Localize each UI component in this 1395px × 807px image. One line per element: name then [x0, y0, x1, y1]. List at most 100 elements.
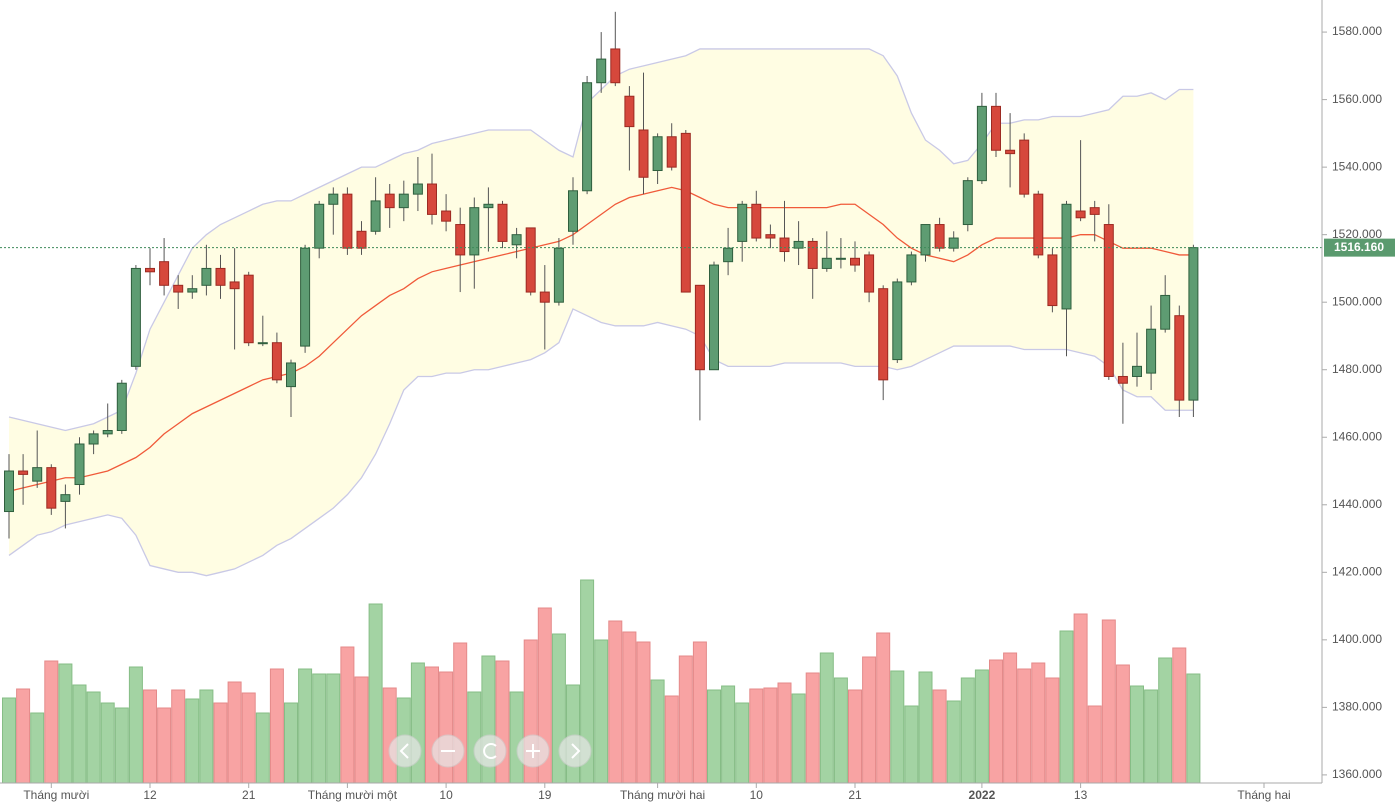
x-tick-label: Tháng mười một — [308, 788, 398, 802]
candle-body — [596, 58, 607, 84]
candle-body — [1019, 139, 1030, 195]
candle-body — [32, 467, 43, 482]
volume-bar — [805, 672, 820, 784]
volume-bar — [1017, 668, 1032, 784]
y-tick-label: 1580.000 — [1332, 24, 1382, 38]
candle-body — [497, 203, 508, 242]
volume-bar — [819, 652, 834, 784]
candle-body — [342, 193, 353, 249]
candle-body — [145, 267, 155, 273]
candle-body — [159, 261, 170, 286]
volume-bar — [904, 705, 919, 784]
x-tick-label: 19 — [538, 788, 552, 802]
y-tick-label: 1420.000 — [1332, 564, 1382, 578]
volume-bar — [213, 702, 228, 784]
candle-body — [286, 362, 296, 388]
candle-body — [271, 342, 282, 381]
volume-bar — [30, 712, 45, 784]
volume-bar — [157, 707, 172, 784]
volume-bar — [1172, 647, 1187, 784]
candle-body — [1047, 254, 1058, 307]
volume-bar — [749, 688, 764, 784]
candle-body — [257, 342, 268, 345]
volume-bar — [1003, 652, 1018, 784]
candle-body — [243, 274, 254, 344]
candle-body — [723, 247, 734, 263]
y-tick-label: 1360.000 — [1332, 767, 1382, 781]
candle-body — [906, 254, 917, 283]
candle-body — [793, 240, 804, 249]
candle-body — [187, 288, 198, 293]
candle-body — [511, 234, 522, 246]
y-tick-label: 1540.000 — [1332, 159, 1382, 173]
candle-body — [398, 193, 409, 209]
x-tick-label: Tháng mười — [23, 788, 89, 802]
x-tick-label: 13 — [1074, 788, 1088, 802]
volume-bar — [1059, 630, 1074, 784]
candle-body — [1089, 207, 1100, 215]
candle-body — [328, 193, 339, 205]
volume-bar — [16, 688, 31, 784]
volume-bar — [890, 670, 905, 784]
band-fill — [9, 48, 1194, 576]
candle-body — [864, 254, 875, 293]
candle-body — [525, 227, 536, 293]
candle-body — [74, 443, 85, 486]
volume-bar — [960, 677, 975, 784]
candle-body — [991, 105, 1001, 151]
candle-body — [60, 494, 71, 502]
volume-bar — [735, 702, 750, 784]
x-tick-label: 21 — [848, 788, 862, 802]
volume-bar — [876, 632, 891, 784]
volume-bar — [340, 646, 355, 784]
volume-bar — [199, 689, 214, 784]
y-tick-label: 1400.000 — [1332, 632, 1382, 646]
candle-body — [173, 284, 184, 293]
volume-bar — [833, 677, 848, 784]
volume-bar — [692, 641, 707, 784]
candle-body — [384, 193, 395, 209]
candle-body — [1174, 315, 1185, 401]
x-tick-label: 10 — [750, 788, 764, 802]
candle-body — [1061, 203, 1072, 310]
volume-bar — [1144, 689, 1159, 784]
volume-bar — [1087, 705, 1102, 784]
volume-bar — [777, 682, 792, 784]
candle-body — [934, 224, 945, 249]
volume-bar — [1186, 673, 1201, 784]
candle-body — [807, 240, 818, 269]
candle-body — [201, 267, 212, 286]
candle-body — [582, 82, 593, 192]
volume-bar — [918, 671, 933, 784]
volume-bar — [566, 684, 580, 784]
candle-body — [88, 433, 99, 445]
candle-body — [370, 200, 381, 232]
candle-body — [102, 429, 113, 435]
zoom-in-button[interactable] — [516, 734, 550, 768]
candle-body — [1075, 210, 1086, 219]
candle-body — [1103, 224, 1114, 377]
volume-bar — [848, 689, 862, 784]
candle-body — [4, 470, 14, 513]
x-tick-label: 21 — [242, 788, 256, 802]
candle-body — [976, 105, 987, 182]
volume-bar — [664, 695, 679, 784]
candle-body — [624, 95, 635, 128]
last-price-box — [1324, 238, 1395, 257]
volume-bar — [1031, 662, 1046, 784]
zoom-out-button[interactable] — [431, 734, 465, 768]
reset-button[interactable] — [473, 734, 507, 768]
volume-bar — [354, 676, 369, 784]
candle-body — [948, 237, 959, 249]
y-tick-label: 1560.000 — [1332, 92, 1382, 106]
candle-body — [1033, 193, 1044, 256]
volume-bar — [622, 631, 637, 784]
scroll-right-button[interactable] — [558, 734, 592, 768]
x-tick-label: 12 — [143, 788, 157, 802]
candle-body — [455, 224, 466, 256]
candle-body — [835, 257, 846, 260]
volume-bar — [1130, 685, 1144, 784]
scroll-left-button[interactable] — [388, 734, 422, 768]
candle-body — [1117, 375, 1128, 384]
